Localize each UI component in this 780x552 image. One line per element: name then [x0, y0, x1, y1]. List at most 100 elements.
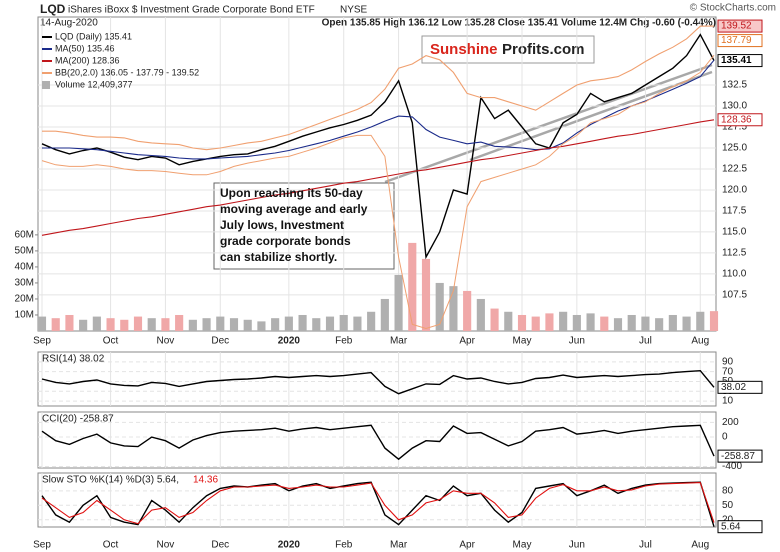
- volume-bar: [655, 318, 664, 331]
- x-tick-label: Aug: [691, 540, 709, 551]
- price-label: 135.41: [721, 55, 752, 66]
- annotation-line: July lows, Investment: [220, 218, 344, 232]
- x-tick-label: Nov: [157, 336, 175, 347]
- volume-bar: [613, 318, 623, 331]
- volume-bar: [65, 314, 74, 331]
- y-tick-label: 115.0: [722, 227, 747, 238]
- y-tick-label: 107.5: [722, 290, 747, 301]
- volume-bar: [435, 282, 444, 331]
- volume-tick-label: 30M: [15, 278, 34, 289]
- volume-bar: [641, 316, 650, 331]
- y-tick-label: 50: [722, 500, 734, 511]
- panel-title-extra: 14.36: [193, 475, 218, 486]
- volume-bar: [600, 316, 609, 331]
- volume-bar: [504, 311, 513, 331]
- price-label-box: [717, 113, 763, 127]
- x-tick-label: May: [513, 540, 532, 551]
- price-label-box: [717, 19, 763, 33]
- y-tick-label: -400: [722, 461, 742, 472]
- volume-tick-label: 10M: [15, 310, 34, 321]
- x-tick-label: Mar: [390, 336, 408, 347]
- x-tick-label: Apr: [459, 540, 475, 551]
- volume-bar: [572, 314, 581, 331]
- x-tick-label: Sep: [33, 336, 51, 347]
- x-tick-label: Aug: [691, 336, 709, 347]
- panel-frames: [37, 16, 717, 528]
- x-tick-label: Jun: [569, 336, 585, 347]
- annotation-line: grade corporate bonds: [220, 234, 351, 248]
- last-value-label: 5.64: [721, 521, 741, 532]
- volume-bar: [421, 258, 431, 331]
- y-tick-label: 127.5: [722, 122, 747, 133]
- volume-bar: [161, 318, 170, 331]
- last-value-box: [717, 380, 763, 394]
- volume-bar: [476, 298, 485, 331]
- volume-bar: [51, 318, 60, 331]
- volume-tick-label: 20M: [15, 294, 34, 305]
- annotation-line: Upon reaching its 50-day: [220, 186, 363, 200]
- y-tick-label: 120.0: [722, 185, 747, 196]
- volume-bar: [586, 313, 595, 331]
- x-tick-label: Oct: [103, 336, 119, 347]
- y-tick-label: 0: [722, 432, 728, 443]
- volume-bar: [380, 298, 389, 331]
- last-value-box: [717, 449, 763, 463]
- volume-bar: [682, 316, 691, 331]
- volume-bar: [202, 318, 211, 331]
- volume-bar: [353, 316, 362, 331]
- series-line: [41, 424, 715, 461]
- legend-label: LQD (Daily) 135.41: [55, 31, 132, 41]
- price-label-box: [717, 54, 763, 68]
- y-tick-label: 125.0: [722, 143, 747, 154]
- price-label: 137.79: [721, 35, 752, 46]
- volume-bar: [490, 308, 499, 331]
- copyright: © StockCharts.com: [690, 3, 776, 14]
- volume-bar: [367, 311, 376, 331]
- volume-bar: [312, 318, 321, 331]
- volume-bar: [175, 314, 184, 331]
- volume-bar: [668, 314, 677, 331]
- x-tick-label: May: [513, 336, 532, 347]
- volume-bar: [188, 319, 197, 331]
- volume-bar: [559, 311, 568, 331]
- x-tick-label: Jul: [639, 540, 652, 551]
- volume-bar: [394, 274, 403, 331]
- x-tick-label: Jul: [639, 336, 652, 347]
- band-lower: [41, 54, 715, 330]
- volume-bar: [696, 311, 705, 331]
- volume-bar: [147, 318, 156, 331]
- volume-bar: [120, 319, 129, 331]
- exchange: NYSE: [340, 5, 368, 16]
- last-value-box: [717, 520, 763, 534]
- volume-bar: [463, 290, 472, 331]
- logo: Sunshine Profits.com: [421, 35, 595, 64]
- volume-bar: [545, 313, 554, 331]
- y-tick-label: 117.5: [722, 206, 747, 217]
- x-tick-label: Nov: [157, 540, 175, 551]
- symbol: LQD: [40, 2, 66, 16]
- logo-part1: Sunshine: [430, 41, 498, 58]
- y-tick-label: 20: [722, 514, 734, 525]
- x-tick-label: Mar: [390, 540, 408, 551]
- panel-title: CCI(20) -258.87: [42, 414, 114, 425]
- series-line: [41, 481, 715, 527]
- volume-bar: [133, 316, 143, 331]
- volume-bar: [243, 319, 252, 331]
- volume-bar: [531, 316, 540, 331]
- series-line: [41, 119, 715, 236]
- volume-bar: [271, 318, 280, 331]
- volume-bar: [339, 314, 348, 331]
- y-tick-label: 122.5: [722, 164, 747, 175]
- volume-bar: [216, 316, 225, 331]
- price-label: 128.36: [721, 114, 752, 125]
- x-tick-label: Dec: [211, 540, 229, 551]
- y-tick-label: 80: [722, 485, 734, 496]
- y-tick-label: 70: [722, 366, 734, 377]
- annotation-line: moving average and early: [220, 202, 368, 216]
- trend-lines: [384, 63, 713, 184]
- x-tick-label: Oct: [103, 540, 119, 551]
- legend-label: MA(200) 128.36: [55, 55, 120, 65]
- series-line: [42, 25, 715, 151]
- x-tick-label: 2020: [278, 540, 301, 551]
